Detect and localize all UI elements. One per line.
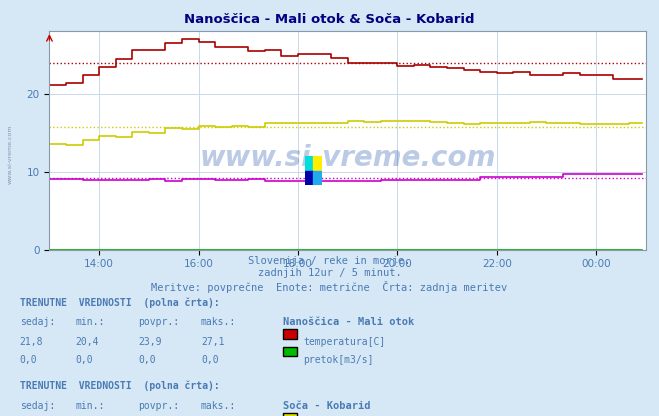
- Text: 27,1: 27,1: [201, 337, 225, 347]
- Text: TRENUTNE  VREDNOSTI  (polna črta):: TRENUTNE VREDNOSTI (polna črta):: [20, 297, 219, 308]
- Text: 0,0: 0,0: [201, 355, 219, 365]
- Text: 23,9: 23,9: [138, 337, 162, 347]
- Bar: [305, 156, 314, 171]
- Text: min.:: min.:: [76, 401, 105, 411]
- Text: 21,8: 21,8: [20, 337, 43, 347]
- Bar: [314, 156, 322, 171]
- Text: temperatura[C]: temperatura[C]: [303, 337, 386, 347]
- Text: sedaj:: sedaj:: [20, 317, 55, 327]
- Text: maks.:: maks.:: [201, 401, 236, 411]
- Text: 0,0: 0,0: [138, 355, 156, 365]
- Text: zadnjih 12ur / 5 minut.: zadnjih 12ur / 5 minut.: [258, 268, 401, 278]
- Text: TRENUTNE  VREDNOSTI  (polna črta):: TRENUTNE VREDNOSTI (polna črta):: [20, 381, 219, 391]
- Text: 0,0: 0,0: [20, 355, 38, 365]
- Text: Meritve: povprečne  Enote: metrične  Črta: zadnja meritev: Meritve: povprečne Enote: metrične Črta:…: [152, 281, 507, 293]
- Text: povpr.:: povpr.:: [138, 401, 179, 411]
- Text: povpr.:: povpr.:: [138, 317, 179, 327]
- Bar: [314, 171, 322, 185]
- Text: min.:: min.:: [76, 317, 105, 327]
- Text: maks.:: maks.:: [201, 317, 236, 327]
- Text: sedaj:: sedaj:: [20, 401, 55, 411]
- Bar: [305, 171, 314, 185]
- Text: 20,4: 20,4: [76, 337, 100, 347]
- Text: www.si-vreme.com: www.si-vreme.com: [200, 144, 496, 172]
- Text: Nanoščica - Mali otok: Nanoščica - Mali otok: [283, 317, 415, 327]
- Text: pretok[m3/s]: pretok[m3/s]: [303, 355, 374, 365]
- Text: 0,0: 0,0: [76, 355, 94, 365]
- Text: www.si-vreme.com: www.si-vreme.com: [8, 124, 13, 184]
- Text: Soča - Kobarid: Soča - Kobarid: [283, 401, 371, 411]
- Text: Nanoščica - Mali otok & Soča - Kobarid: Nanoščica - Mali otok & Soča - Kobarid: [185, 13, 474, 26]
- Text: Slovenija / reke in morje.: Slovenija / reke in morje.: [248, 256, 411, 266]
